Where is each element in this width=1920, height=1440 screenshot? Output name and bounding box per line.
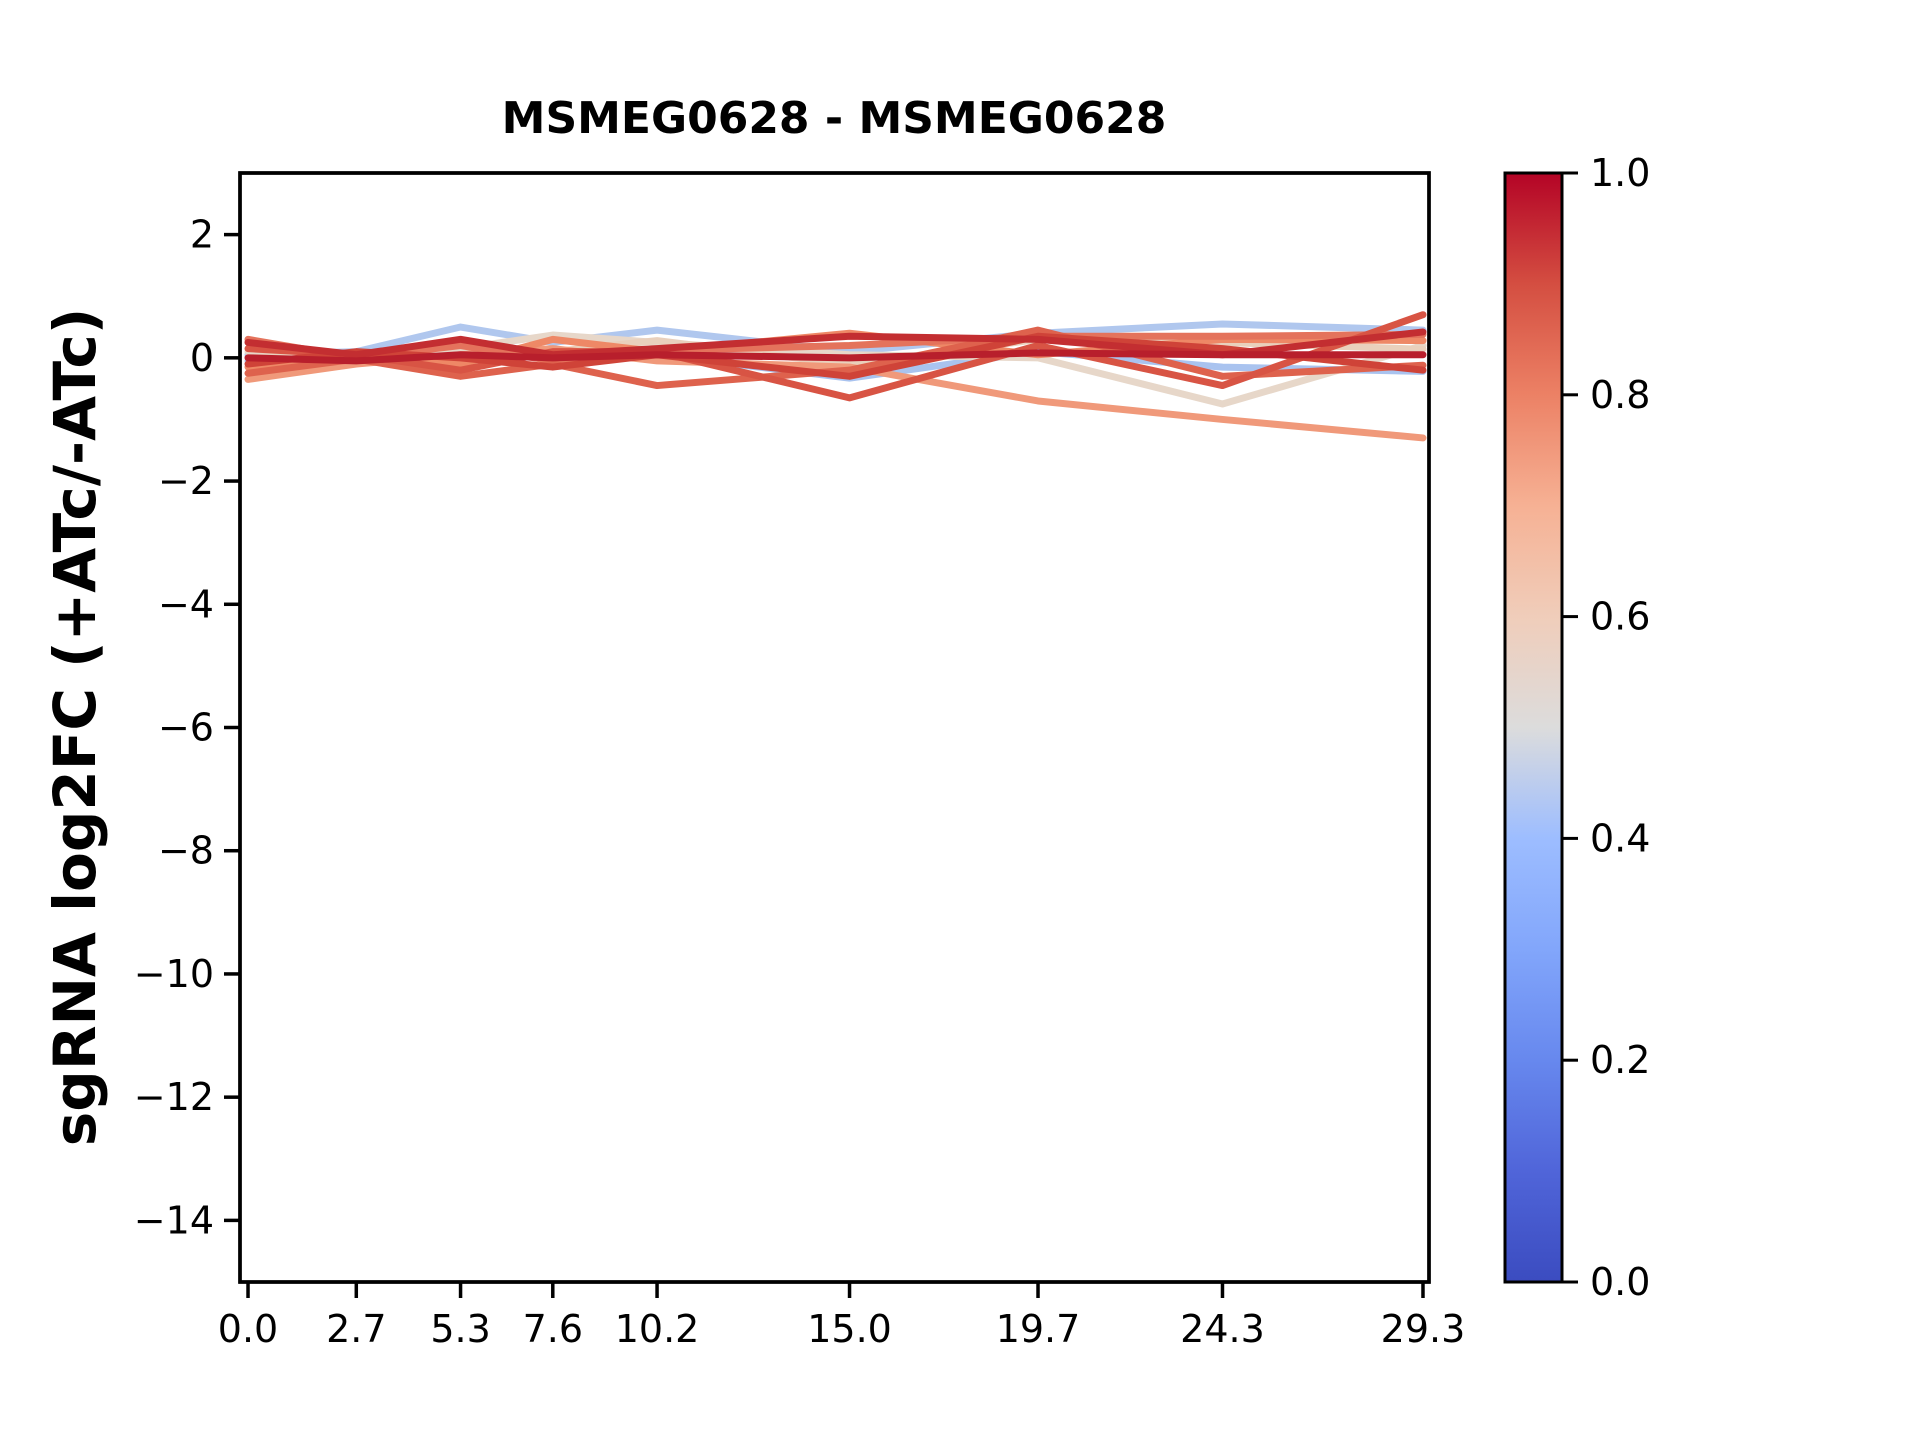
series-line-sgRNA-blue-1: [244, 320, 1427, 359]
colorbar-tick-label: 0.8: [1590, 373, 1650, 417]
y-tick-label: 0: [190, 336, 214, 380]
x-tick-label: 10.2: [615, 1307, 700, 1351]
x-tick-label: 15.0: [807, 1307, 892, 1351]
y-axis-ticks: 2 0 −2 −4 −6 −8 −10 −12 −14: [134, 213, 240, 1242]
y-tick-label: 2: [190, 213, 214, 257]
x-tick-label: 24.3: [1180, 1307, 1265, 1351]
x-tick-label: 2.7: [326, 1307, 386, 1351]
y-axis-label: sgRNA log2FC (+ATc/-ATc): [41, 308, 109, 1146]
chart-title: MSMEG0628 - MSMEG0628: [502, 93, 1167, 144]
x-tick-label: 19.7: [996, 1307, 1081, 1351]
colorbar-tick-label: 0.0: [1590, 1260, 1650, 1304]
colorbar-tick-label: 0.4: [1590, 816, 1650, 860]
x-tick-label: 5.3: [430, 1307, 490, 1351]
series-line-sgRNA-red-2: [244, 326, 1427, 390]
y-tick-label: −2: [158, 459, 214, 503]
x-axis-ticks: 0.0 2.7 5.3 7.6 10.2 15.0 19.7 24.3 29.3: [218, 1282, 1465, 1351]
x-tick-label: 29.3: [1381, 1307, 1466, 1351]
colorbar: [1503, 171, 1564, 1284]
x-tick-label: 0.0: [218, 1307, 278, 1351]
y-tick-label: −10: [134, 952, 214, 996]
y-tick-label: −4: [158, 582, 214, 626]
colorbar-tick-label: 0.6: [1590, 595, 1650, 639]
y-tick-label: −12: [134, 1075, 214, 1119]
colorbar-ticks: 0.0 0.2 0.4 0.6 0.8 1.0: [1562, 151, 1650, 1304]
colorbar-tick-label: 0.2: [1590, 1038, 1650, 1082]
y-tick-label: −14: [134, 1198, 214, 1242]
series-line-sgRNA-darkred-2: [244, 349, 1427, 365]
y-tick-label: −8: [158, 829, 214, 873]
x-tick-label: 7.6: [523, 1307, 583, 1351]
series-lines-group: [244, 311, 1427, 442]
colorbar-tick-label: 1.0: [1590, 151, 1650, 195]
y-tick-label: −6: [158, 706, 214, 750]
series-line-sgRNA-darkred-1: [244, 328, 1427, 359]
